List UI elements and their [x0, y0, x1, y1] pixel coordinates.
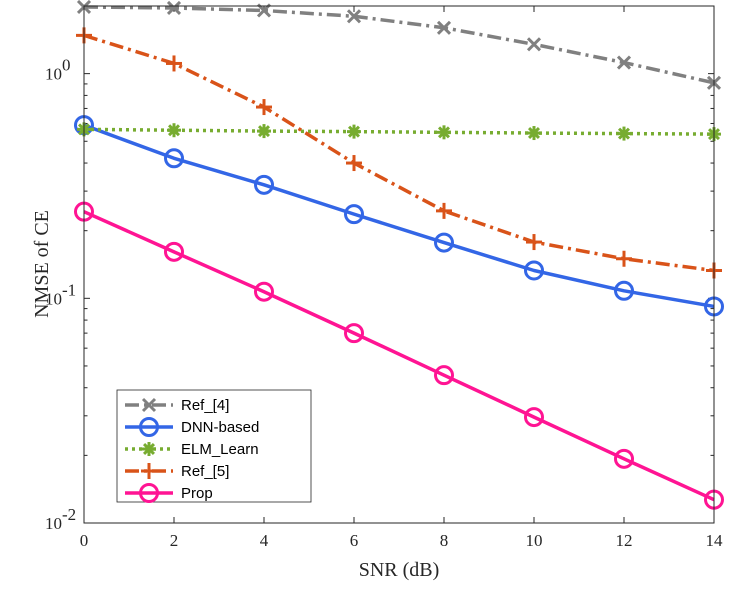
legend-item: ELM_Learn — [125, 441, 259, 458]
x-marker — [436, 20, 452, 35]
plus-marker — [256, 99, 272, 116]
plus-marker — [346, 155, 362, 172]
x-marker-stroke — [346, 9, 362, 24]
circle-marker — [164, 148, 184, 169]
plus-marker — [141, 463, 157, 479]
legend-item: Ref_[5] — [125, 463, 229, 480]
legend-item: Ref_[4] — [125, 397, 229, 414]
asterisk-marker — [347, 124, 361, 139]
x-marker — [141, 397, 157, 413]
x-marker-stroke — [616, 55, 632, 70]
circle-marker — [614, 448, 634, 469]
series-ref-5 — [76, 27, 722, 279]
circle-marker — [614, 280, 634, 301]
x-tick-labels: 0 2 4 6 8 10 12 14 — [80, 531, 723, 550]
plus-marker — [526, 234, 542, 251]
x-marker — [166, 0, 182, 16]
y-tick-label-exponent: -2 — [62, 505, 76, 524]
asterisk-marker-stroke — [617, 127, 631, 140]
x-tick-label: 6 — [350, 531, 359, 550]
legend-item: Prop — [125, 483, 213, 503]
x-marker-stroke — [436, 20, 452, 35]
asterisk-marker — [527, 126, 541, 141]
series-line — [83, 123, 715, 309]
asterisk-marker — [167, 123, 181, 138]
series-line — [83, 33, 715, 273]
x-marker-stroke — [166, 0, 182, 16]
legend-label: ELM_Learn — [181, 441, 259, 458]
circle-marker — [524, 407, 544, 428]
y-tick-label-exponent: 0 — [62, 56, 71, 75]
asterisk-marker — [257, 124, 271, 139]
legend-label: Ref_[4] — [181, 397, 229, 414]
legend-label: DNN-based — [181, 419, 259, 436]
x-tick-label: 12 — [616, 531, 633, 550]
asterisk-marker-stroke — [347, 125, 361, 138]
x-tick-label: 14 — [706, 531, 724, 550]
asterisk-marker-stroke — [167, 124, 181, 137]
asterisk-marker-stroke — [257, 125, 271, 138]
asterisk-marker-stroke — [437, 126, 451, 139]
x-marker — [616, 55, 632, 70]
plus-marker — [616, 250, 632, 267]
circle-marker — [344, 323, 364, 344]
legend-label: Ref_[5] — [181, 463, 229, 480]
circle-marker — [524, 260, 544, 281]
legend-item: DNN-based — [125, 417, 259, 437]
asterisk-marker-stroke — [142, 442, 156, 456]
asterisk-marker — [617, 126, 631, 141]
y-axis-title: NMSE of CE — [31, 210, 53, 318]
x-tick-label: 10 — [526, 531, 543, 550]
circle-marker — [254, 281, 274, 302]
x-tick-label: 0 — [80, 531, 89, 550]
x-marker-stroke — [141, 397, 157, 413]
series-line — [83, 127, 715, 136]
x-axis-title: SNR (dB) — [359, 559, 440, 581]
plus-marker — [436, 202, 452, 219]
x-marker-stroke — [526, 37, 542, 52]
y-tick-label: 10 — [45, 514, 62, 533]
asterisk-marker — [437, 125, 451, 140]
circle-marker — [434, 365, 454, 386]
plus-marker — [166, 55, 182, 72]
series-line — [83, 210, 715, 502]
x-marker — [346, 9, 362, 24]
legend: Ref_[4] DNN-based ELM_Learn Ref_[5] Prop — [116, 389, 312, 503]
y-tick-label: 10 — [45, 65, 62, 84]
y-tick-label-exponent: -1 — [62, 280, 76, 299]
asterisk-marker — [142, 442, 156, 456]
plot-frame — [83, 5, 715, 524]
x-tick-label: 4 — [260, 531, 269, 550]
circle-marker — [344, 204, 364, 225]
circle-marker — [254, 174, 274, 195]
circle-marker — [434, 232, 454, 253]
legend-label: Prop — [181, 485, 213, 502]
y-tick-label: 10 — [45, 289, 62, 308]
circle-marker — [164, 241, 184, 262]
x-tick-label: 2 — [170, 531, 179, 550]
x-tick-label: 8 — [440, 531, 449, 550]
asterisk-marker-stroke — [527, 127, 541, 140]
x-marker — [526, 37, 542, 52]
circle-marker — [139, 483, 159, 503]
circle-marker — [139, 417, 159, 437]
